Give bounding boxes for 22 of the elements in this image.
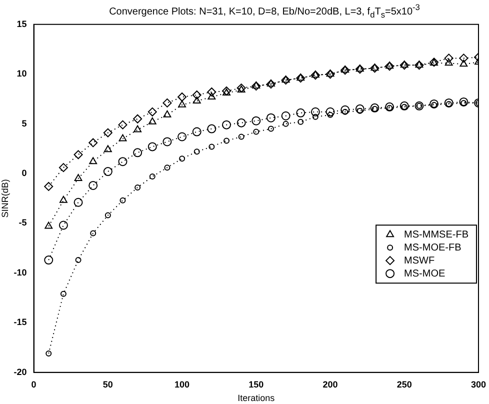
x-tick-label: 200 [322, 379, 338, 390]
legend-label: MS-MMSE-FB [404, 229, 469, 240]
legend-label: MS-MOE [404, 268, 446, 280]
y-axis-title: SINR(dB) [0, 179, 10, 218]
y-tick-label: -10 [14, 267, 27, 278]
x-tick-label: 300 [470, 379, 486, 390]
y-tick-label: -15 [14, 317, 27, 328]
x-axis-title: Iterations [238, 393, 276, 404]
y-tick-label: -5 [18, 218, 27, 228]
x-tick-label: 0 [31, 379, 36, 390]
x-tick-label: 250 [396, 379, 412, 390]
y-tick-label: 0 [22, 168, 27, 178]
y-tick-label: 10 [16, 68, 27, 79]
chart-title: Convergence Plots: N=31, K=10, D=8, Eb/No=20dB, L=3, f$_{d}$T$_{s}$=5x10$^{-3}$ [108, 2, 421, 20]
x-tick-label: 150 [248, 379, 264, 390]
y-tick-label: 15 [16, 18, 27, 29]
legend-label: MS-MOE-FB [404, 242, 462, 254]
x-tick-label: 50 [102, 379, 113, 390]
x-tick-label: 100 [174, 379, 190, 390]
y-tick-label: 5 [22, 118, 27, 128]
legend-label: MSWF [404, 255, 435, 266]
y-tick-label: -20 [14, 366, 27, 377]
